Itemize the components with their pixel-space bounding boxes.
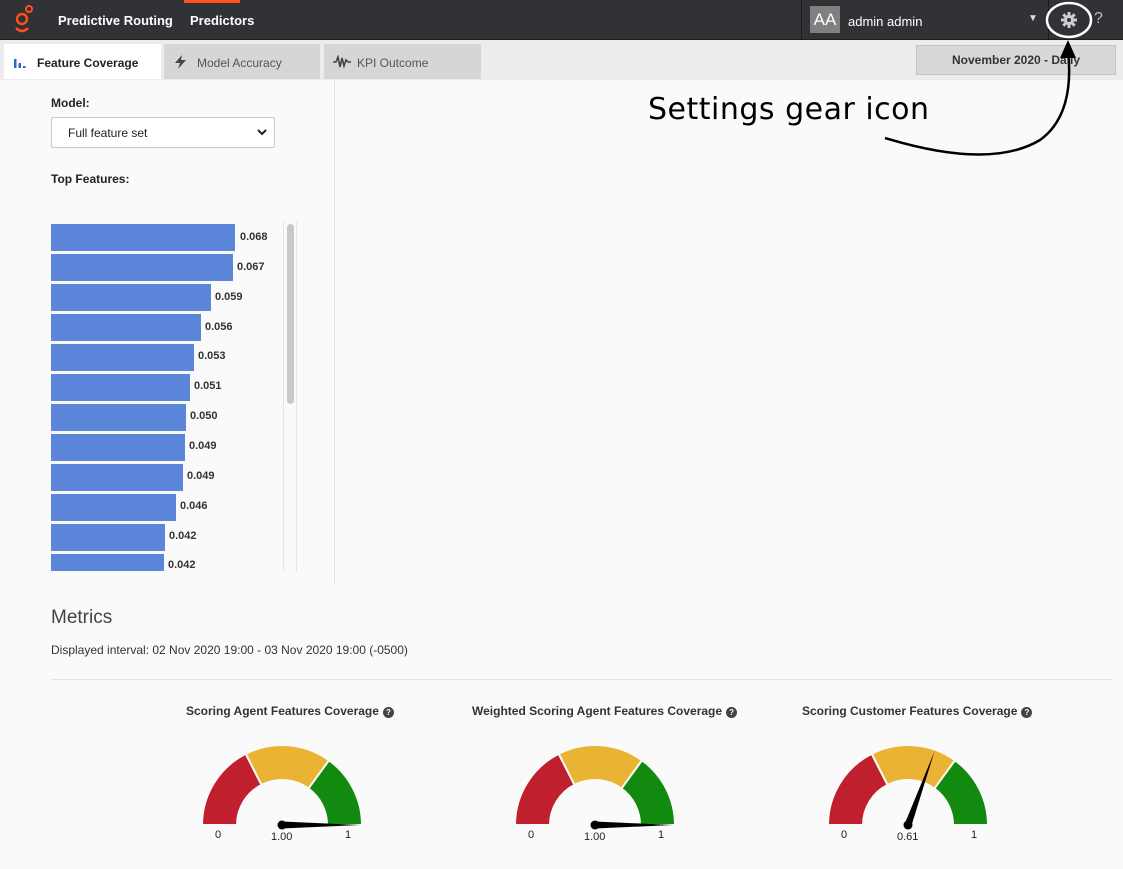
date-range-selector[interactable]: November 2020 - Daily xyxy=(916,45,1116,75)
tab-label: Model Accuracy xyxy=(197,56,282,70)
gauge-needle xyxy=(904,751,935,827)
lightning-icon xyxy=(175,55,186,69)
feature-value: 0.050 xyxy=(190,410,218,422)
help-icon[interactable]: ? xyxy=(1094,10,1103,27)
feature-value: 0.056 xyxy=(205,321,233,333)
tab-kpi-outcome[interactable]: KPI Outcome xyxy=(324,44,481,79)
gauge-needle-hub xyxy=(590,820,600,830)
genesys-logo-icon[interactable] xyxy=(10,4,36,36)
annotation-arrow-icon xyxy=(884,1,1093,156)
gauge-needle xyxy=(595,821,673,829)
feature-bar xyxy=(51,464,183,491)
feature-value: 0.067 xyxy=(237,261,265,273)
feature-value: 0.059 xyxy=(215,291,243,303)
bar-chart-icon xyxy=(14,59,26,68)
model-select-value: Full feature set xyxy=(68,126,148,140)
feature-value: 0.046 xyxy=(180,500,208,512)
gauge-scoring-customer-coverage: 0 0.61 1 xyxy=(808,740,1008,850)
gauge-needle-hub xyxy=(277,820,287,830)
feature-value: 0.049 xyxy=(187,470,215,482)
feature-value: 0.042 xyxy=(169,530,197,542)
app-title[interactable]: Predictive Routing xyxy=(58,13,173,28)
feature-bar xyxy=(51,224,235,251)
model-label: Model: xyxy=(51,96,90,110)
gauge-min-label: 0 xyxy=(215,829,222,841)
feature-bar xyxy=(51,314,201,341)
gauge-max-label: 1 xyxy=(345,829,352,841)
feature-bar xyxy=(51,524,165,551)
feature-bar xyxy=(51,494,176,521)
gauge-min-label: 0 xyxy=(528,829,535,841)
left-panel xyxy=(15,80,335,584)
gauge-band-green xyxy=(307,758,364,826)
gauge-band-green xyxy=(620,758,677,826)
nav-predictors-label: Predictors xyxy=(190,13,255,28)
gauge-max-label: 1 xyxy=(971,829,978,841)
tab-feature-coverage[interactable]: Feature Coverage xyxy=(4,44,161,79)
gauge-needle xyxy=(282,821,360,829)
gauge-needle-hub xyxy=(903,820,913,830)
divider xyxy=(51,679,1111,680)
help-circle-icon[interactable]: ? xyxy=(726,707,738,718)
feature-bar xyxy=(51,374,190,401)
user-name: admin admin xyxy=(848,14,923,29)
gauge-value-label: 0.61 xyxy=(897,831,919,843)
chevron-down-icon xyxy=(257,129,267,136)
gauge-title-text: Scoring Customer Features Coverage xyxy=(802,704,1018,718)
gauge-value-label: 1.00 xyxy=(271,831,293,843)
gauge-title-text: Weighted Scoring Agent Features Coverage xyxy=(472,704,723,718)
features-scrollbar[interactable] xyxy=(283,222,297,571)
gear-icon[interactable] xyxy=(1057,8,1081,32)
gauge-scoring-agent-coverage: 0 1.00 1 xyxy=(182,740,382,850)
help-circle-icon[interactable]: ? xyxy=(1021,707,1033,718)
gauge-max-label: 1 xyxy=(658,829,665,841)
avatar: AA xyxy=(810,6,840,33)
gauge-dial xyxy=(826,744,990,830)
model-select[interactable]: Full feature set xyxy=(51,117,275,148)
feature-value: 0.042 xyxy=(168,559,196,571)
help-circle-icon[interactable]: ? xyxy=(382,707,394,718)
feature-value: 0.053 xyxy=(198,350,226,362)
tab-label: KPI Outcome xyxy=(357,56,429,70)
gauge-min-label: 0 xyxy=(841,829,848,841)
feature-bar xyxy=(51,254,233,281)
feature-value: 0.068 xyxy=(240,231,268,243)
feature-value: 0.051 xyxy=(194,380,222,392)
gauge-dial xyxy=(200,744,364,830)
top-features-label: Top Features: xyxy=(51,172,130,186)
gauge-title: Scoring Customer Features Coverage? xyxy=(802,704,1033,718)
chevron-down-icon: ▼ xyxy=(1028,13,1038,24)
feature-value: 0.049 xyxy=(189,440,217,452)
nav-predictors[interactable]: Predictors xyxy=(180,0,255,40)
scrollbar-thumb[interactable] xyxy=(287,224,294,404)
feature-bar xyxy=(51,434,185,461)
feature-bar xyxy=(51,554,164,571)
feature-bar xyxy=(51,344,194,371)
gauge-title-text: Scoring Agent Features Coverage xyxy=(186,704,379,718)
annotation-text: Settings gear icon xyxy=(648,92,930,127)
top-bar: Predictive Routing Predictors AA admin a… xyxy=(0,0,1123,40)
top-features-chart: 0.068 0.067 0.059 0.056 0.053 0.051 0.05… xyxy=(51,222,281,571)
gauge-value-label: 1.00 xyxy=(584,831,606,843)
tab-model-accuracy[interactable]: Model Accuracy xyxy=(164,44,320,79)
active-nav-indicator xyxy=(184,0,240,3)
gauge-title: Scoring Agent Features Coverage? xyxy=(186,704,394,718)
user-menu[interactable]: AA admin admin ▼ xyxy=(801,0,1049,40)
waveform-icon xyxy=(333,55,351,69)
gauge-dial xyxy=(513,744,677,830)
tab-label: Feature Coverage xyxy=(37,56,139,70)
gauge-band-green xyxy=(933,758,990,826)
metrics-title: Metrics xyxy=(51,607,113,628)
feature-bar xyxy=(51,404,186,431)
feature-bar xyxy=(51,284,211,311)
gauge-weighted-scoring-agent-coverage: 0 1.00 1 xyxy=(495,740,695,850)
gauge-title: Weighted Scoring Agent Features Coverage… xyxy=(472,704,738,718)
displayed-interval: Displayed interval: 02 Nov 2020 19:00 - … xyxy=(51,643,408,657)
